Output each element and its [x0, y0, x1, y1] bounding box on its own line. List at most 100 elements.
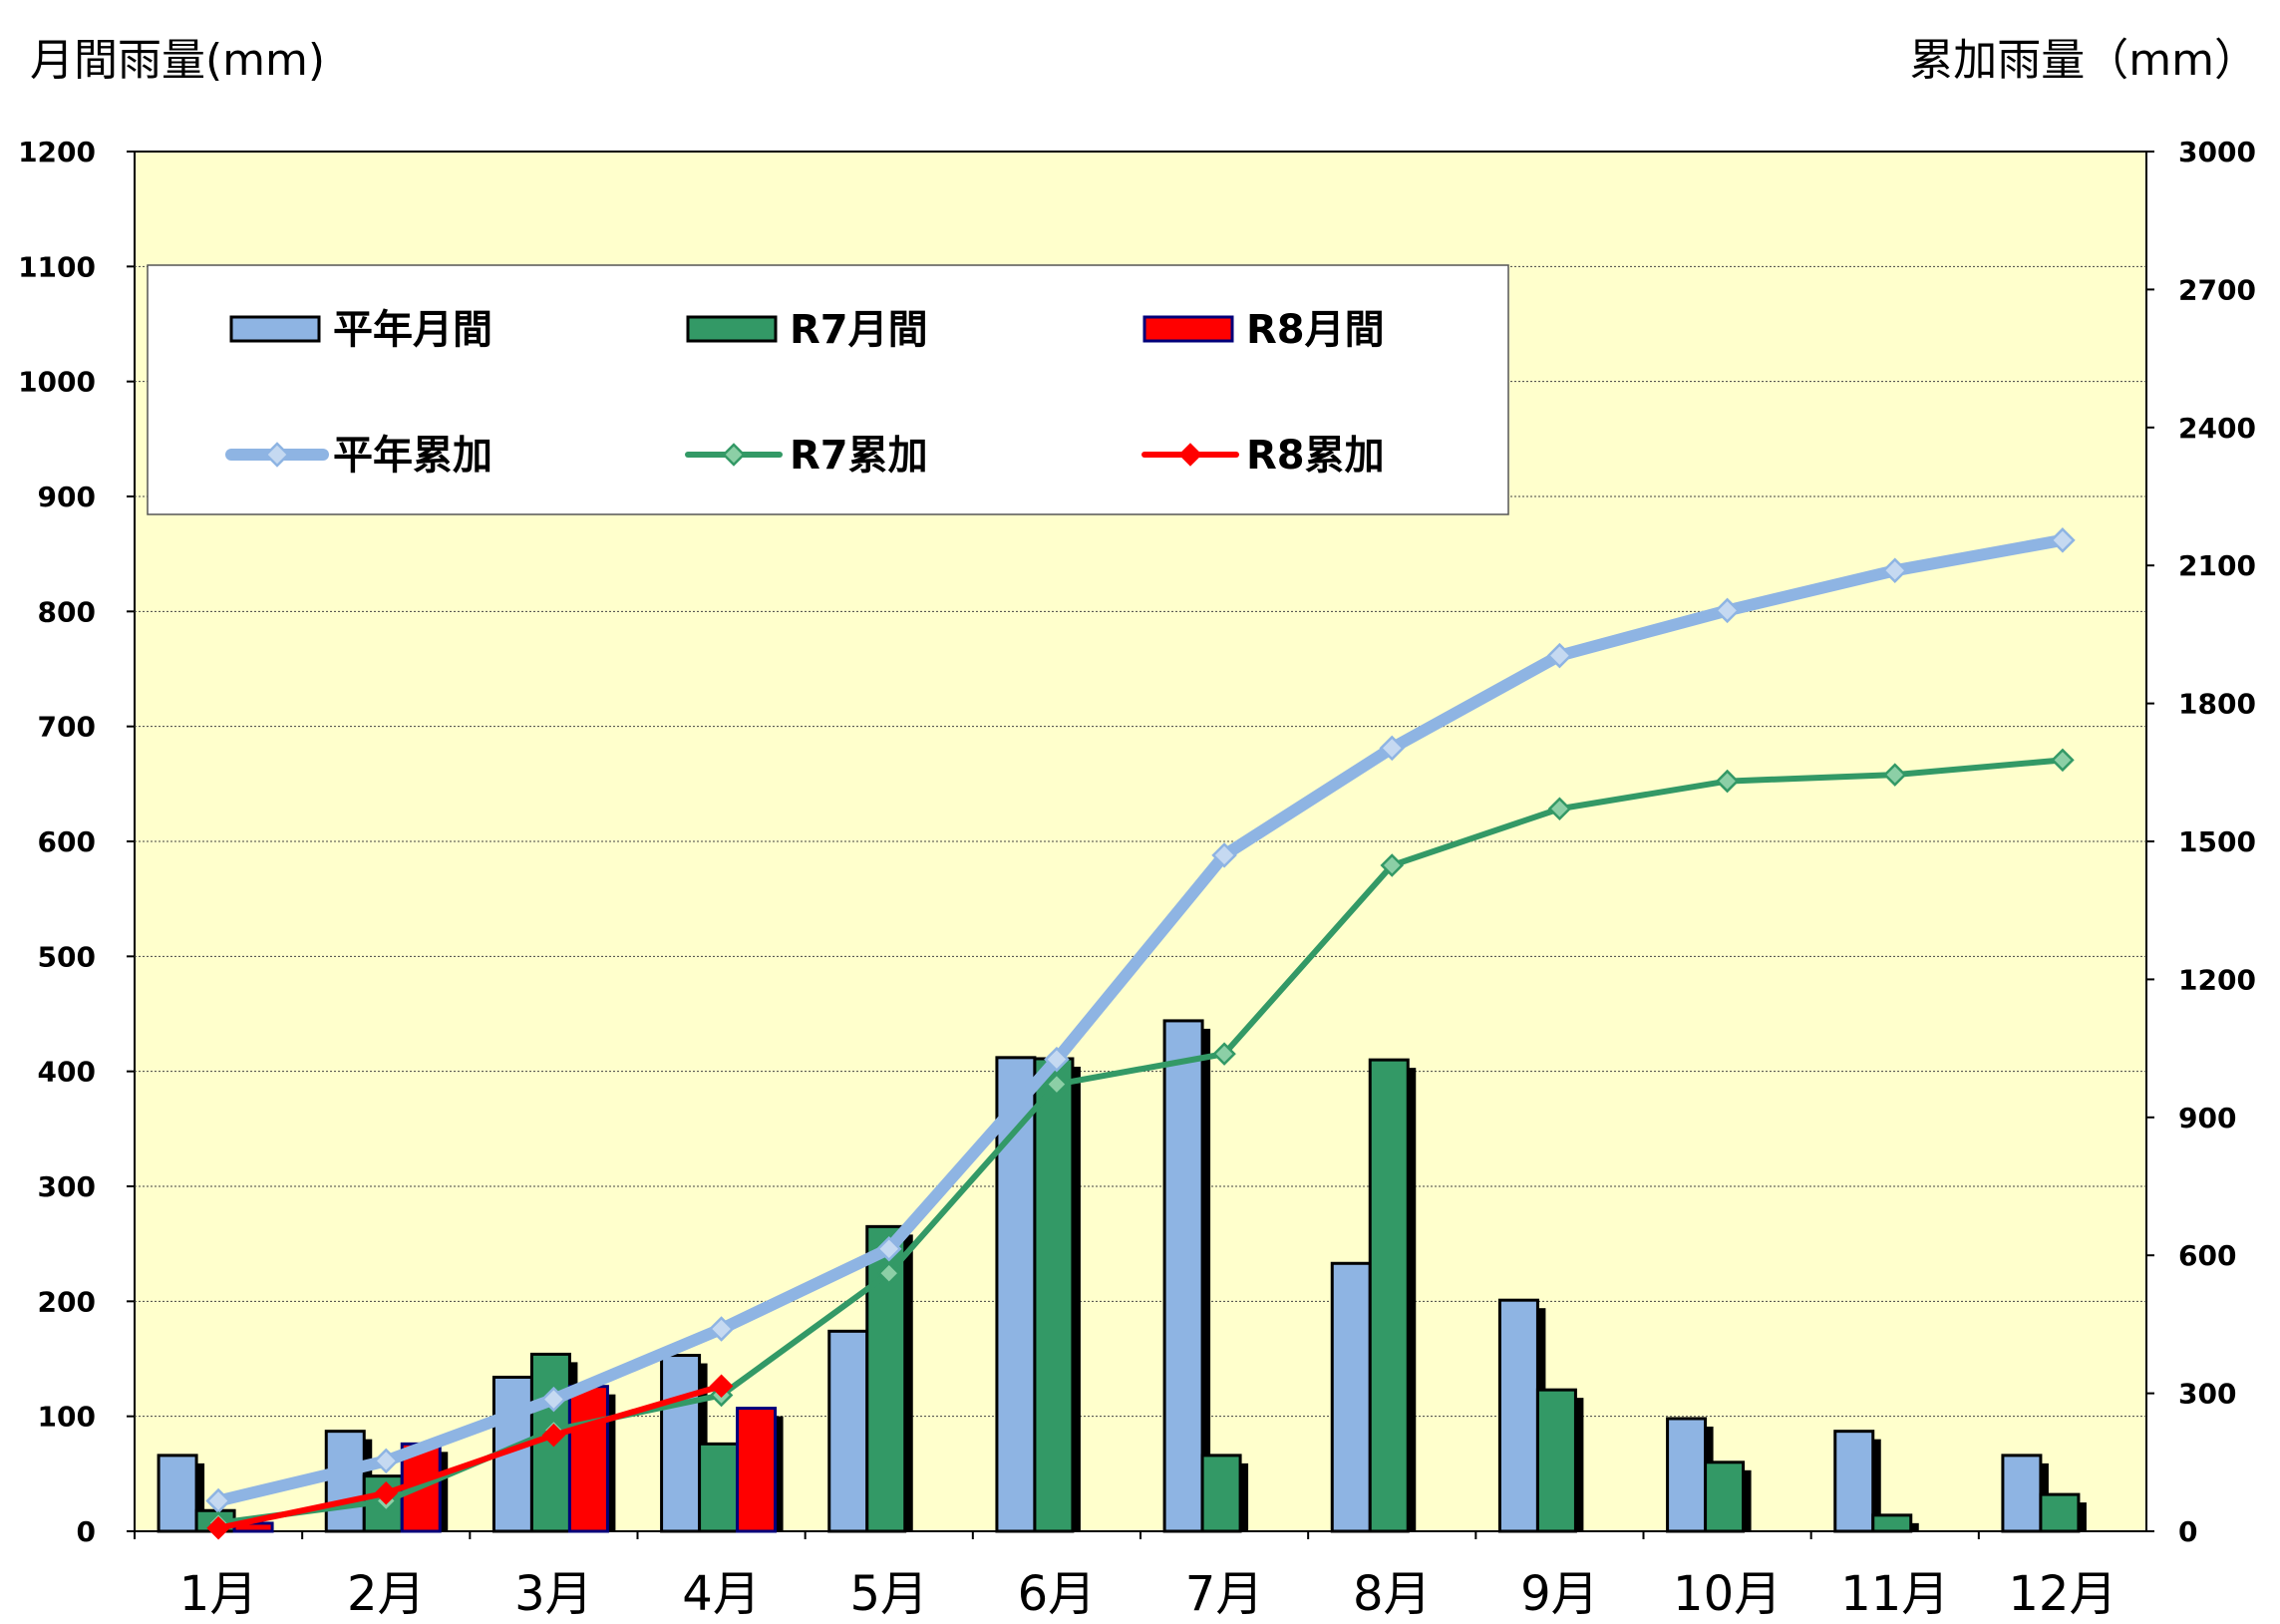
bar	[324, 1430, 366, 1533]
point-marker	[374, 1480, 399, 1505]
point-marker	[1547, 797, 1572, 821]
right-tick-label: 0	[2178, 1515, 2197, 1548]
point-marker	[1882, 763, 1907, 787]
bar-series-1	[157, 1019, 2049, 1533]
point-marker	[1380, 853, 1405, 877]
legend-label: R8累加	[1246, 433, 1385, 479]
point-marker	[206, 1516, 230, 1540]
left-tick-label: 300	[38, 1170, 96, 1203]
right-tick-label: 300	[2178, 1378, 2236, 1411]
bar	[1497, 1298, 1539, 1533]
bar	[2001, 1454, 2043, 1533]
point-marker	[373, 1448, 400, 1474]
bar	[995, 1056, 1037, 1533]
bar	[157, 1454, 198, 1533]
point-marker	[1045, 1072, 1069, 1097]
right-tick-label: 2100	[2178, 549, 2256, 582]
line-series-3	[206, 1374, 734, 1540]
line-series-1	[205, 527, 2076, 1514]
point-marker	[1211, 842, 1237, 868]
right-tick-label: 1800	[2178, 688, 2256, 721]
left-tick-label: 0	[77, 1515, 96, 1548]
point-marker	[540, 1386, 567, 1413]
point-marker	[1546, 642, 1573, 669]
category-label: 5月	[849, 1566, 928, 1622]
right-axis-title: 累加雨量（mm）	[1909, 35, 2258, 86]
legend-label: 平年月間	[333, 307, 492, 353]
right-tick-label: 900	[2178, 1102, 2236, 1135]
category-label: 3月	[514, 1566, 593, 1622]
bar	[827, 1329, 869, 1533]
legend-label: 平年累加	[333, 433, 492, 479]
bar-series-3	[232, 1385, 784, 1533]
bar	[1162, 1019, 1204, 1533]
category-label: 10月	[1673, 1566, 1782, 1622]
bar	[2039, 1492, 2081, 1533]
bar	[1871, 1513, 1913, 1533]
right-tick-label: 1200	[2178, 963, 2256, 996]
point-marker	[708, 1316, 735, 1342]
left-tick-label: 400	[38, 1056, 96, 1089]
left-tick-label: 200	[38, 1285, 96, 1318]
legend-bar-swatch	[1142, 315, 1234, 343]
category-label: 12月	[2008, 1566, 2117, 1622]
left-tick-label: 1200	[18, 136, 96, 168]
category-label: 4月	[682, 1566, 761, 1622]
point-marker	[876, 1261, 901, 1285]
point-marker	[709, 1374, 734, 1398]
x-axis: 1月 2月 3月 4月 5月 6月 7月 8月 9月 10月 11月 12月	[134, 1531, 2117, 1622]
point-marker	[2051, 748, 2075, 773]
left-tick-label: 600	[38, 825, 96, 858]
left-tick-label: 100	[38, 1401, 96, 1434]
legend-box	[147, 264, 1509, 515]
line-series-group	[205, 527, 2076, 1540]
legend-marker	[264, 442, 290, 468]
bar	[1368, 1058, 1410, 1533]
legend-label: R7累加	[790, 433, 928, 479]
point-marker	[1379, 735, 1406, 762]
category-label: 2月	[347, 1566, 426, 1622]
point-marker	[2050, 527, 2076, 553]
point-marker	[541, 1423, 566, 1448]
category-label: 8月	[1353, 1566, 1432, 1622]
point-marker	[875, 1235, 902, 1262]
bar	[698, 1442, 740, 1533]
bar	[1666, 1417, 1708, 1533]
bar-series-group	[157, 1019, 2087, 1533]
bar	[1833, 1430, 1875, 1533]
point-marker	[1715, 769, 1740, 794]
legend-bar-swatch	[229, 315, 321, 343]
bar	[1535, 1388, 1577, 1533]
series-line	[212, 533, 2069, 1507]
category-label: 9月	[1520, 1566, 1599, 1622]
bar	[567, 1385, 609, 1533]
legend-bar-swatch	[686, 315, 778, 343]
legend-marker	[1178, 443, 1202, 467]
point-marker	[1714, 597, 1741, 624]
bar	[1200, 1454, 1242, 1533]
left-tick-label: 900	[38, 481, 96, 513]
left-tick-label: 1100	[18, 250, 96, 283]
point-marker	[1044, 1046, 1070, 1073]
right-tick-label: 1500	[2178, 825, 2256, 858]
category-label: 1月	[179, 1566, 258, 1622]
right-tick-label: 600	[2178, 1239, 2236, 1272]
left-y-axis: 0 100 200 300 400 500 600 700 800 900 1000 1100 1200	[18, 136, 135, 1548]
series-line	[215, 1383, 725, 1531]
legend-label: R7月間	[790, 307, 928, 353]
left-axis-title: 月間雨量(mm)	[30, 35, 325, 86]
right-tick-label: 2700	[2178, 273, 2256, 306]
category-label: 11月	[1840, 1566, 1949, 1622]
legend-marker	[722, 443, 746, 467]
category-label: 7月	[1185, 1566, 1264, 1622]
left-tick-label: 700	[38, 711, 96, 744]
bar	[1704, 1461, 1746, 1533]
left-tick-label: 1000	[18, 366, 96, 399]
bar	[1033, 1057, 1075, 1533]
left-tick-label: 500	[38, 940, 96, 973]
right-tick-label: 3000	[2178, 136, 2256, 168]
bar	[736, 1407, 778, 1533]
left-tick-label: 800	[38, 595, 96, 628]
